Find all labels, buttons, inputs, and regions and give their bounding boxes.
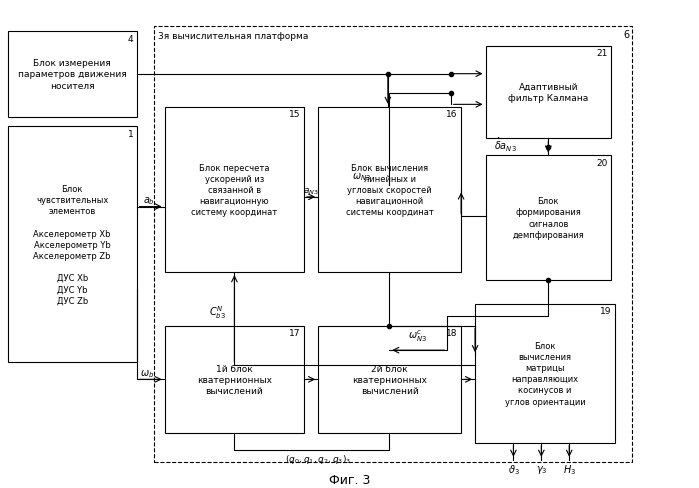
Bar <box>318 107 461 273</box>
Text: 4: 4 <box>128 35 134 44</box>
Text: $(q_0, q_1, q_2, q_3)_3$: $(q_0, q_1, q_2, q_3)_3$ <box>285 452 352 465</box>
Bar <box>486 47 611 139</box>
Text: 15: 15 <box>289 110 301 119</box>
Bar <box>165 107 304 273</box>
Text: 18: 18 <box>446 328 458 338</box>
Text: $\gamma_3$: $\gamma_3$ <box>535 463 547 475</box>
Text: Адаптивный
фильтр Калмана: Адаптивный фильтр Калмана <box>508 83 589 103</box>
Bar <box>475 305 614 443</box>
Text: $H_3$: $H_3$ <box>563 462 576 476</box>
Bar <box>486 156 611 280</box>
Bar <box>318 326 461 433</box>
Text: 6: 6 <box>624 30 630 40</box>
Text: $a_b$: $a_b$ <box>143 195 155 207</box>
Bar <box>165 326 304 433</box>
Text: $\vartheta_3$: $\vartheta_3$ <box>507 462 519 476</box>
Text: 21: 21 <box>596 49 607 58</box>
Text: Блок
вычисления
матрицы
направляющих
косинусов и
углов ориентации: Блок вычисления матрицы направляющих кос… <box>505 341 585 406</box>
Bar <box>8 32 137 117</box>
Text: $\omega_b$: $\omega_b$ <box>140 367 154 379</box>
Text: 17: 17 <box>289 328 301 338</box>
Text: 3я вычислительная платформа: 3я вычислительная платформа <box>158 32 308 41</box>
Text: $\omega_{N3}^{c}$: $\omega_{N3}^{c}$ <box>408 328 427 344</box>
Text: $a_{N3}$: $a_{N3}$ <box>303 186 319 196</box>
Text: Блок вычисления
линейных и
угловых скоростей
навигационной
системы координат: Блок вычисления линейных и угловых скоро… <box>346 163 433 217</box>
Text: Блок измерения
параметров движения
носителя: Блок измерения параметров движения носит… <box>18 59 127 90</box>
Text: 16: 16 <box>446 110 458 119</box>
Bar <box>154 27 632 462</box>
Text: 19: 19 <box>600 307 611 316</box>
Text: Фиг. 3: Фиг. 3 <box>329 473 370 486</box>
Text: Блок
чувствительных
элементов

Акселерометр Xb
Акселерометр Yb
Акселерометр Zb

: Блок чувствительных элементов Акселероме… <box>34 185 111 305</box>
Text: 1: 1 <box>127 129 134 139</box>
Text: Блок
формирования
сигналов
демпфирования: Блок формирования сигналов демпфирования <box>512 197 584 239</box>
Text: 1й блок
кватернионных
вычислений: 1й блок кватернионных вычислений <box>197 364 272 395</box>
Text: $C_{b3}^{N}$: $C_{b3}^{N}$ <box>208 303 225 320</box>
Text: Блок пересчета
ускорений из
связанной в
навигационную
систему координат: Блок пересчета ускорений из связанной в … <box>192 163 278 217</box>
Text: 20: 20 <box>596 159 607 167</box>
Text: $\hat{\delta}a_{N3}$: $\hat{\delta}a_{N3}$ <box>494 136 517 154</box>
Bar <box>8 127 137 363</box>
Text: 2й блок
кватернионных
вычислений: 2й блок кватернионных вычислений <box>352 364 427 395</box>
Text: $\omega_{N3}$: $\omega_{N3}$ <box>352 171 370 183</box>
